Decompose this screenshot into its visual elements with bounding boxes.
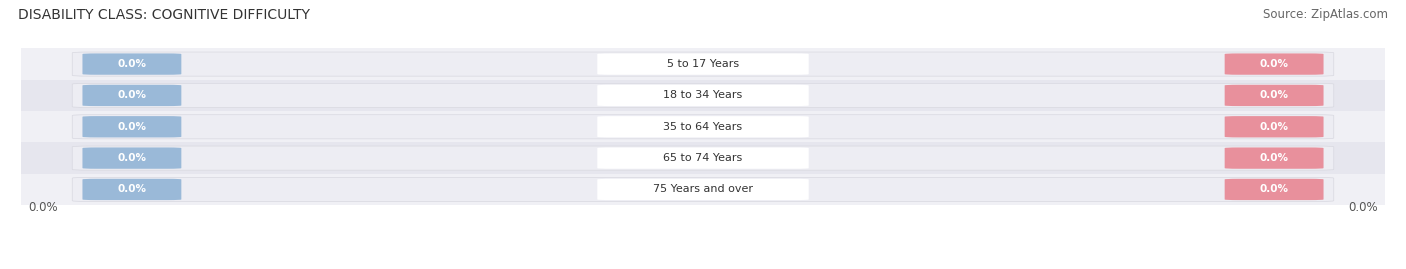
Text: Source: ZipAtlas.com: Source: ZipAtlas.com <box>1263 8 1388 21</box>
FancyBboxPatch shape <box>83 116 181 137</box>
FancyBboxPatch shape <box>72 115 1334 139</box>
Text: 0.0%: 0.0% <box>117 185 146 194</box>
FancyBboxPatch shape <box>1225 179 1323 200</box>
FancyBboxPatch shape <box>72 52 1334 76</box>
Bar <box>21 111 1385 143</box>
FancyBboxPatch shape <box>598 54 808 75</box>
Bar <box>21 174 1385 205</box>
FancyBboxPatch shape <box>1225 85 1323 106</box>
FancyBboxPatch shape <box>1225 54 1323 75</box>
Text: 5 to 17 Years: 5 to 17 Years <box>666 59 740 69</box>
Text: 0.0%: 0.0% <box>1260 90 1289 100</box>
Text: 0.0%: 0.0% <box>1260 59 1289 69</box>
FancyBboxPatch shape <box>83 85 181 106</box>
Text: 0.0%: 0.0% <box>117 153 146 163</box>
Bar <box>21 80 1385 111</box>
Text: 35 to 64 Years: 35 to 64 Years <box>664 122 742 132</box>
Text: 65 to 74 Years: 65 to 74 Years <box>664 153 742 163</box>
Text: DISABILITY CLASS: COGNITIVE DIFFICULTY: DISABILITY CLASS: COGNITIVE DIFFICULTY <box>18 8 311 22</box>
Text: 0.0%: 0.0% <box>117 122 146 132</box>
FancyBboxPatch shape <box>83 54 181 75</box>
Bar <box>21 143 1385 174</box>
FancyBboxPatch shape <box>72 177 1334 201</box>
FancyBboxPatch shape <box>1225 147 1323 169</box>
Text: 0.0%: 0.0% <box>1260 185 1289 194</box>
Text: 0.0%: 0.0% <box>117 59 146 69</box>
FancyBboxPatch shape <box>83 179 181 200</box>
FancyBboxPatch shape <box>72 146 1334 170</box>
FancyBboxPatch shape <box>598 179 808 200</box>
FancyBboxPatch shape <box>1225 116 1323 137</box>
Text: 0.0%: 0.0% <box>28 201 58 214</box>
Text: 0.0%: 0.0% <box>1348 201 1378 214</box>
FancyBboxPatch shape <box>598 147 808 169</box>
FancyBboxPatch shape <box>72 83 1334 108</box>
Text: 75 Years and over: 75 Years and over <box>652 185 754 194</box>
FancyBboxPatch shape <box>83 147 181 169</box>
Text: 0.0%: 0.0% <box>1260 122 1289 132</box>
Text: 0.0%: 0.0% <box>1260 153 1289 163</box>
FancyBboxPatch shape <box>598 85 808 106</box>
Text: 0.0%: 0.0% <box>117 90 146 100</box>
Text: 18 to 34 Years: 18 to 34 Years <box>664 90 742 100</box>
FancyBboxPatch shape <box>598 116 808 137</box>
Bar <box>21 48 1385 80</box>
